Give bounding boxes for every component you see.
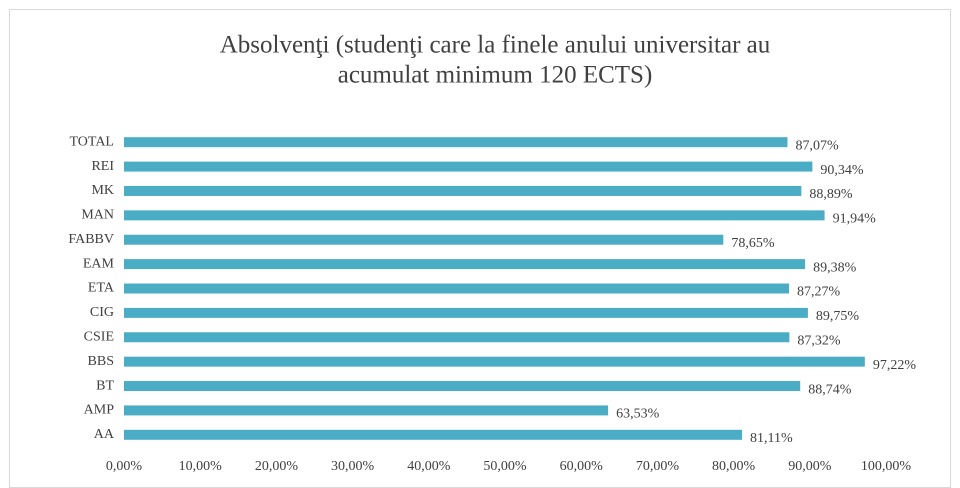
y-tick-label: BT — [96, 378, 114, 393]
bar — [124, 429, 743, 440]
y-tick-label: MK — [91, 183, 114, 198]
y-tick-label: CSIE — [84, 329, 114, 344]
bar — [124, 405, 609, 416]
bar — [124, 161, 813, 172]
y-tick-label: AA — [94, 427, 115, 442]
x-tick-label: 90,00% — [788, 459, 832, 474]
value-label: 81,11% — [750, 431, 793, 446]
x-tick-label: 60,00% — [560, 459, 604, 474]
chart-title: acumulat minimum 120 ECTS) — [338, 62, 653, 89]
value-label: 97,22% — [873, 358, 917, 373]
x-tick-label: 0,00% — [106, 459, 143, 474]
x-tick-label: 50,00% — [483, 459, 527, 474]
bar — [124, 332, 790, 343]
bar — [124, 137, 788, 148]
bar — [124, 259, 806, 270]
value-label: 87,32% — [797, 333, 841, 348]
bar — [124, 381, 801, 392]
y-tick-label: CIG — [90, 305, 114, 320]
x-tick-label: 100,00% — [861, 459, 912, 474]
value-label: 89,38% — [813, 260, 857, 275]
chart-title: Absolvenţi (studenţi care la finele anul… — [220, 32, 771, 59]
value-label: 87,27% — [797, 285, 841, 300]
value-label: 91,94% — [833, 212, 877, 227]
bar — [124, 185, 802, 196]
bar — [124, 307, 808, 318]
bar — [124, 210, 825, 221]
y-tick-label: EAM — [83, 256, 115, 271]
x-tick-label: 20,00% — [255, 459, 299, 474]
value-label: 90,34% — [820, 163, 864, 178]
x-tick-label: 80,00% — [712, 459, 756, 474]
value-label: 63,53% — [616, 407, 660, 422]
x-tick-label: 10,00% — [179, 459, 223, 474]
x-tick-label: 70,00% — [636, 459, 680, 474]
y-tick-label: ETA — [88, 281, 115, 296]
y-tick-label: FABBV — [68, 232, 114, 247]
y-tick-label: AMP — [84, 403, 115, 418]
bar — [124, 234, 724, 245]
x-tick-label: 30,00% — [331, 459, 375, 474]
value-label: 78,65% — [731, 236, 775, 251]
y-tick-label: TOTAL — [69, 134, 114, 149]
y-tick-label: BBS — [88, 354, 114, 369]
bar — [124, 356, 865, 367]
y-tick-label: REI — [91, 159, 114, 174]
value-label: 88,89% — [809, 187, 853, 202]
bar — [124, 283, 789, 294]
value-label: 89,75% — [816, 309, 860, 324]
y-tick-label: MAN — [81, 208, 114, 223]
value-label: 87,07% — [795, 138, 839, 153]
x-tick-label: 40,00% — [407, 459, 451, 474]
value-label: 88,74% — [808, 382, 852, 397]
